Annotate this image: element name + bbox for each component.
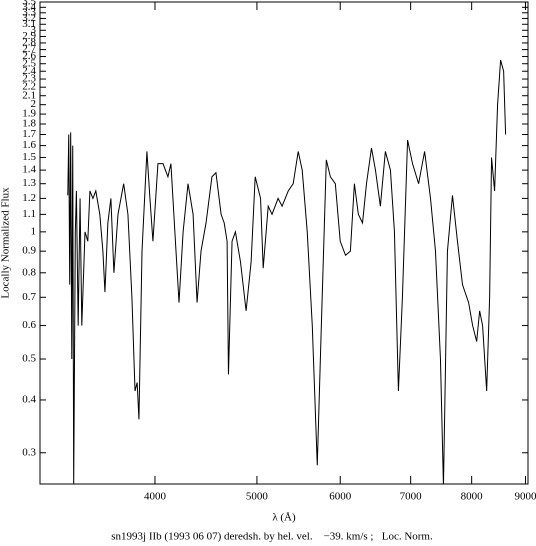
y-tick-label: 2.9 — [22, 30, 36, 42]
y-tick-label: 2.3 — [22, 73, 36, 85]
x-tick-label: 9000 — [514, 491, 536, 503]
y-tick-label: 2.8 — [22, 36, 36, 48]
y-tick-label: 1.4 — [22, 164, 36, 176]
y-tick-label: 1.2 — [22, 192, 36, 204]
y-tick-label: 0.4 — [22, 393, 36, 405]
y-tick-label: 3 — [31, 24, 37, 36]
y-tick-label: 2.4 — [22, 65, 36, 77]
y-tick-label: 2.5 — [22, 57, 36, 69]
y-tick-label: 3.1 — [22, 18, 36, 30]
y-tick-label: 2.1 — [22, 89, 36, 101]
y-tick-label: 1.8 — [22, 118, 36, 130]
y-tick-label: 0.6 — [22, 319, 36, 331]
x-tick-label: 7000 — [400, 491, 423, 503]
y-tick-label: 2 — [31, 98, 37, 110]
y-tick-label: 1.3 — [22, 177, 36, 189]
y-tick-label: 3.5 — [22, 0, 36, 8]
y-tick-label: 1.5 — [22, 151, 36, 163]
y-tick-label: 1.1 — [22, 208, 36, 220]
y-tick-label: 0.9 — [22, 245, 36, 257]
x-tick-label: 6000 — [329, 491, 352, 503]
y-tick-label: 1.6 — [22, 139, 36, 151]
x-tick-label: 8000 — [461, 491, 484, 503]
plot-frame — [39, 1, 529, 485]
y-tick-label: 0.3 — [22, 446, 36, 458]
y-tick-label: 3.2 — [22, 12, 36, 24]
y-tick-label: 1.9 — [22, 108, 36, 120]
y-axis-label: Locally Normalized Flux — [0, 187, 12, 299]
y-tick-label: 0.8 — [22, 266, 36, 278]
y-tick-label: 1.7 — [22, 128, 36, 140]
y-tick-label: 0.5 — [22, 353, 36, 365]
y-tick-label: 0.7 — [22, 291, 36, 303]
y-tick-label: 3.4 — [22, 1, 36, 13]
caption: sn1993j IIb (1993 06 07) deredsh. by hel… — [111, 531, 433, 543]
y-tick-label: 2.2 — [22, 81, 36, 93]
y-tick-label: 2.6 — [22, 50, 36, 62]
y-tick-label: 2.7 — [22, 43, 36, 55]
x-axis-label: λ (Å) — [272, 512, 296, 524]
y-tick-label: 3.3 — [22, 6, 36, 18]
spectrum-line — [67, 59, 507, 484]
x-tick-label: 4000 — [144, 491, 167, 503]
y-tick-label: 1 — [31, 225, 37, 237]
x-tick-label: 5000 — [246, 491, 269, 503]
